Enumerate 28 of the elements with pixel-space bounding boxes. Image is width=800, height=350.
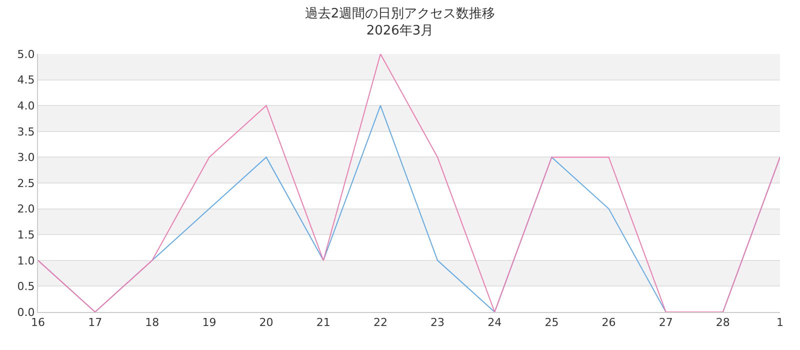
y-tick-label: 1.5 [17, 228, 35, 242]
x-tick-label: 22 [373, 316, 388, 330]
y-tick-label: 3.0 [17, 151, 35, 164]
y-tick-label: 0.5 [17, 280, 35, 294]
y-tick-label: 0.0 [17, 306, 35, 319]
y-tick-label: 2.0 [17, 202, 35, 216]
line-series [38, 54, 780, 312]
y-tick-label: 4.5 [17, 74, 35, 87]
y-tick-label: 4.0 [17, 99, 35, 112]
x-tick-label: 17 [88, 316, 102, 330]
x-tick-label: 19 [202, 316, 216, 330]
x-tick-label: 27 [658, 316, 673, 330]
y-tick-label: 5.0 [17, 48, 35, 61]
y-tick-label: 1.0 [17, 254, 35, 268]
x-tick-label: 28 [716, 316, 730, 330]
x-tick-label: 21 [316, 316, 330, 330]
y-tick-label: 2.5 [17, 176, 35, 190]
x-tick-label: 24 [488, 316, 502, 330]
chart-title: 過去2週間の日別アクセス数推移 [304, 6, 496, 22]
x-tick-label: 23 [430, 316, 445, 330]
y-tick-label: 3.5 [17, 125, 35, 138]
x-tick-label: 1 [776, 316, 784, 330]
x-tick-label: 25 [544, 316, 559, 330]
x-tick-label: 16 [31, 316, 45, 330]
x-tick-label: 20 [259, 316, 274, 330]
x-tick-label: 18 [145, 316, 160, 330]
x-tick-label: 26 [602, 316, 616, 330]
chart-subtitle: 2026年3月 [366, 23, 434, 38]
